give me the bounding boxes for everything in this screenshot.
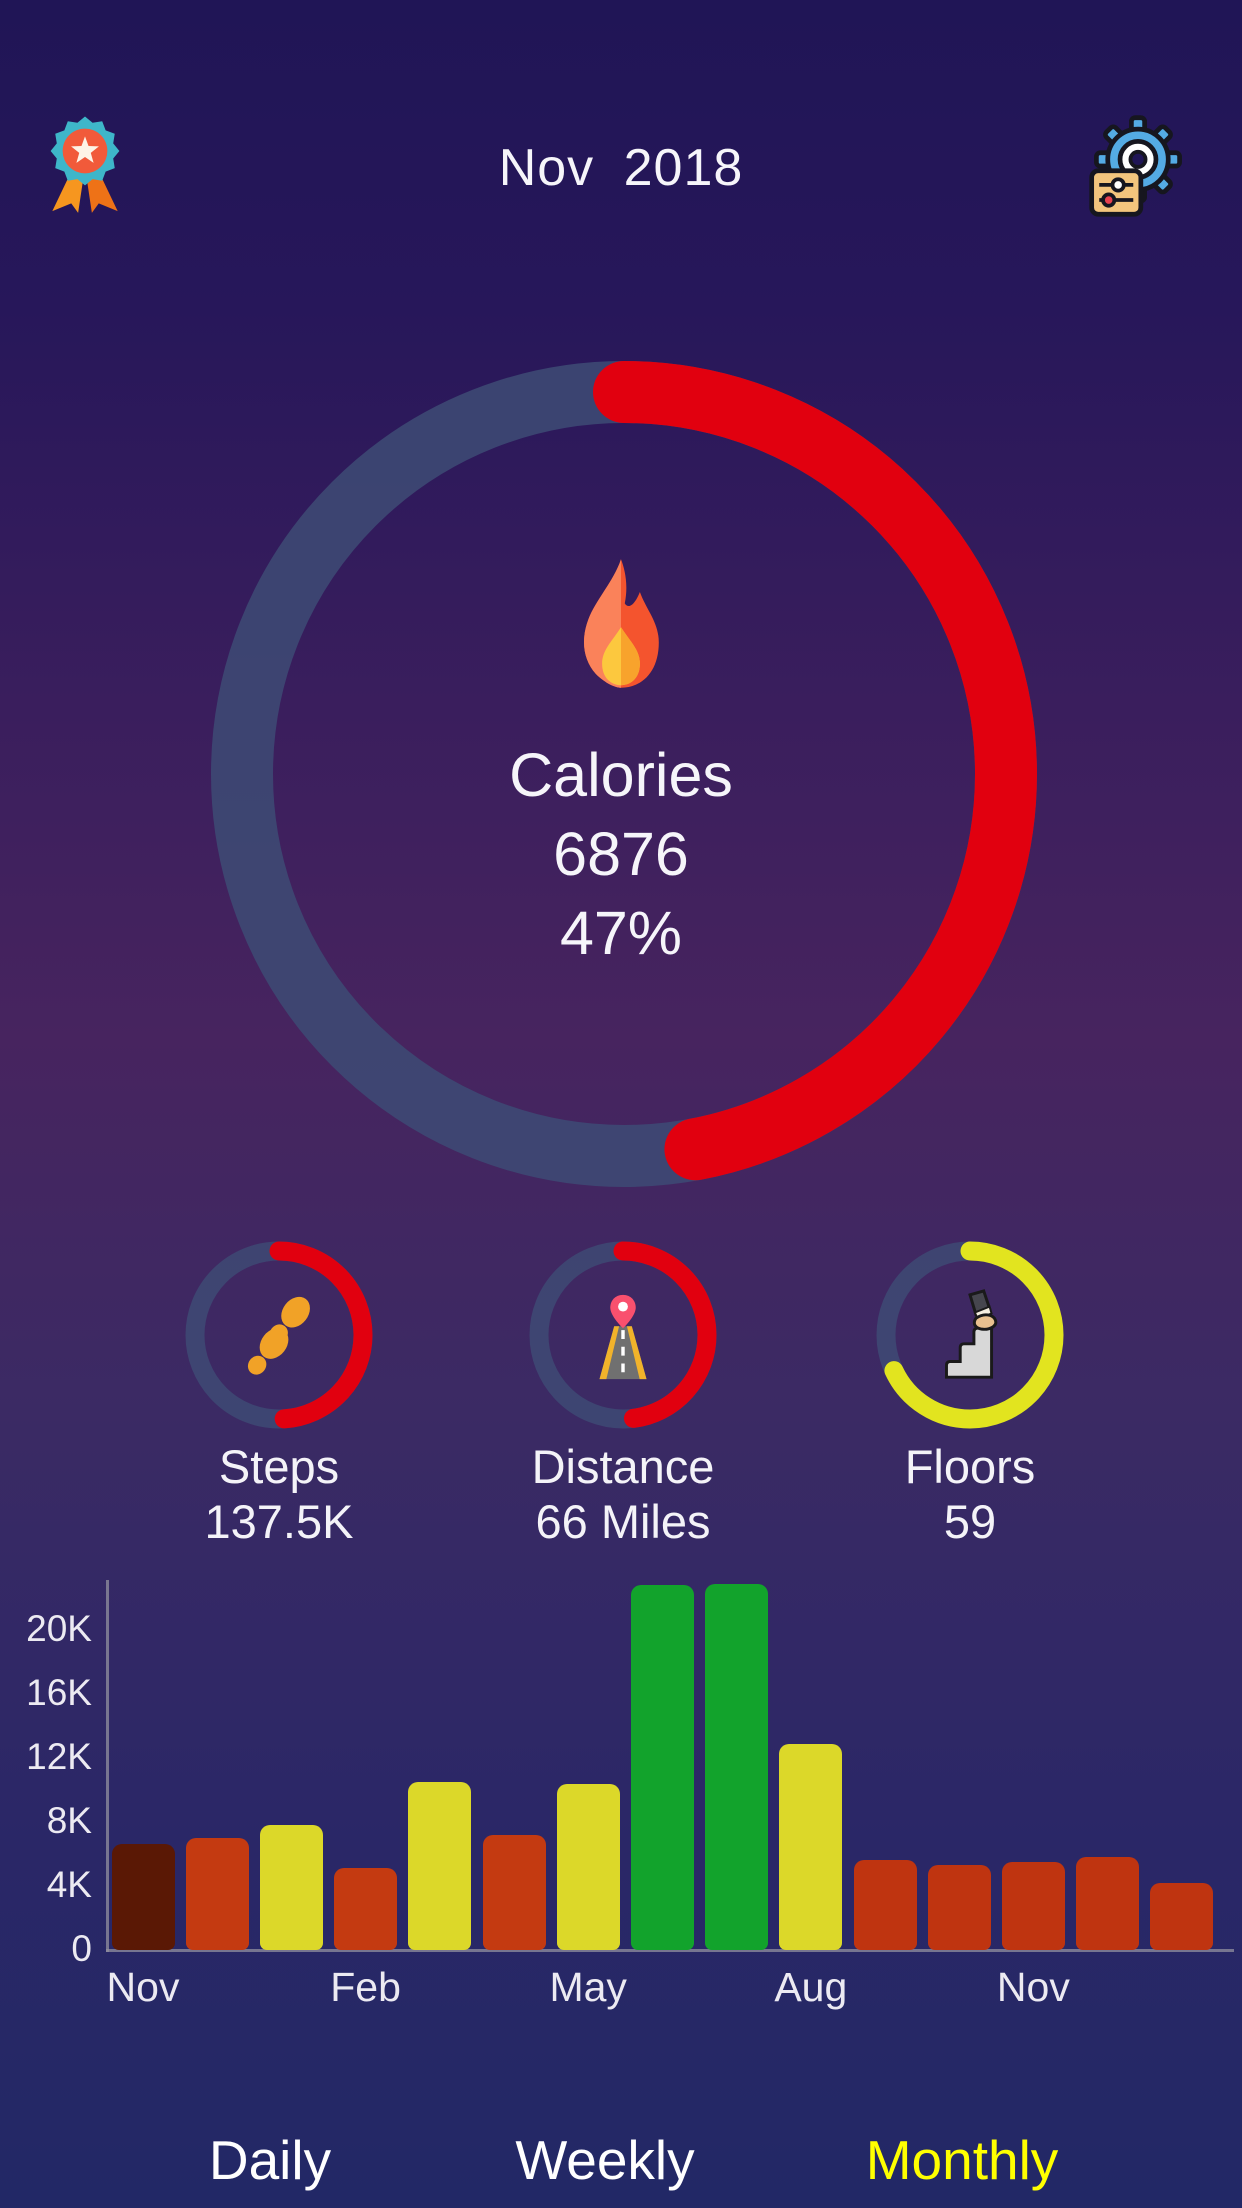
y-tick-label: 20K xyxy=(26,1608,92,1649)
bar-Apr-5 xyxy=(482,1835,546,1950)
x-tick-label: May xyxy=(549,1964,627,2010)
bar-Nov-0 xyxy=(111,1844,175,1950)
bar-Aug-9 xyxy=(779,1744,843,1950)
y-tick-label: 8K xyxy=(46,1800,92,1841)
bar-May-6 xyxy=(556,1784,620,1950)
steps-progress-ring xyxy=(185,1241,373,1429)
tab-weekly[interactable]: Weekly xyxy=(515,2129,695,2191)
distance-label: Distance xyxy=(531,1440,715,1493)
slider-knob-1 xyxy=(1110,177,1126,193)
x-axis-line xyxy=(106,1949,1234,1952)
y-tick-label: 12K xyxy=(26,1736,92,1777)
steps-label: Steps xyxy=(218,1440,340,1493)
calories-label: Calories xyxy=(509,741,733,809)
y-tick-label: 16K xyxy=(26,1672,92,1713)
ring-progress-arc xyxy=(529,1241,717,1429)
bar-Jul-8 xyxy=(705,1584,769,1950)
ring-progress-arc xyxy=(876,1241,1064,1429)
bar-Jan-14 xyxy=(1150,1883,1214,1950)
bar-Dec-13 xyxy=(1076,1857,1140,1950)
bar-Jan-2 xyxy=(259,1825,323,1950)
floors-progress-ring xyxy=(876,1241,1064,1429)
floors-label: Floors xyxy=(904,1440,1036,1493)
steps-value: 137.5K xyxy=(204,1495,354,1548)
y-axis-line xyxy=(106,1580,109,1952)
bar-Feb-3 xyxy=(334,1868,398,1950)
y-tick-label: 0 xyxy=(71,1928,92,1969)
bar-Nov-12 xyxy=(1001,1862,1065,1950)
ribbon-right xyxy=(86,173,118,213)
floors-stat: Floors 59 xyxy=(830,1235,1110,1549)
bar-Mar-4 xyxy=(408,1782,472,1950)
footsteps-icon xyxy=(247,1296,310,1375)
bar-Oct-11 xyxy=(927,1865,991,1950)
distance-progress-ring xyxy=(529,1241,717,1429)
x-tick-label: Nov xyxy=(996,1964,1070,2010)
bar-Jun-7 xyxy=(630,1585,694,1950)
calories-progress-ring xyxy=(211,361,1037,1187)
ribbon-left xyxy=(52,173,84,213)
calories-value: 6876 xyxy=(553,820,689,888)
road-icon xyxy=(599,1294,647,1380)
x-tick-label: Feb xyxy=(330,1964,401,2010)
floors-value: 59 xyxy=(943,1495,997,1548)
x-tick-label: Nov xyxy=(106,1964,180,2010)
medal-star xyxy=(71,136,99,163)
tab-monthly[interactable]: Monthly xyxy=(865,2129,1059,2191)
y-tick-label: 4K xyxy=(46,1864,92,1905)
flame-icon xyxy=(583,559,659,688)
page-title-month: Nov 2018 xyxy=(498,139,744,197)
distance-stat: Distance 66 Miles xyxy=(483,1235,763,1549)
slider-knob-2 xyxy=(1101,192,1117,208)
bar-Dec-1 xyxy=(185,1838,249,1950)
ring-progress-arc xyxy=(185,1241,373,1429)
stairs-icon xyxy=(945,1289,998,1379)
gear-hub xyxy=(1128,149,1148,169)
sliders-panel xyxy=(1089,168,1144,217)
steps-stat: Steps 137.5K xyxy=(139,1235,419,1549)
settings-gear-icon[interactable] xyxy=(1086,114,1190,218)
calories-percent: 47% xyxy=(559,899,683,967)
bar-Sep-10 xyxy=(853,1860,917,1950)
award-medal-icon[interactable] xyxy=(42,110,128,216)
steps-bar-chart: 20K 16K 12K 8K 4K 0 Nov Feb May Aug Nov xyxy=(0,1560,1242,2040)
calories-readout: Calories 6876 47% xyxy=(0,736,1242,973)
ring-progress-arc xyxy=(211,361,1037,1187)
distance-value: 66 Miles xyxy=(535,1495,711,1548)
tab-daily[interactable]: Daily xyxy=(208,2129,332,2191)
x-tick-label: Aug xyxy=(774,1964,848,2010)
